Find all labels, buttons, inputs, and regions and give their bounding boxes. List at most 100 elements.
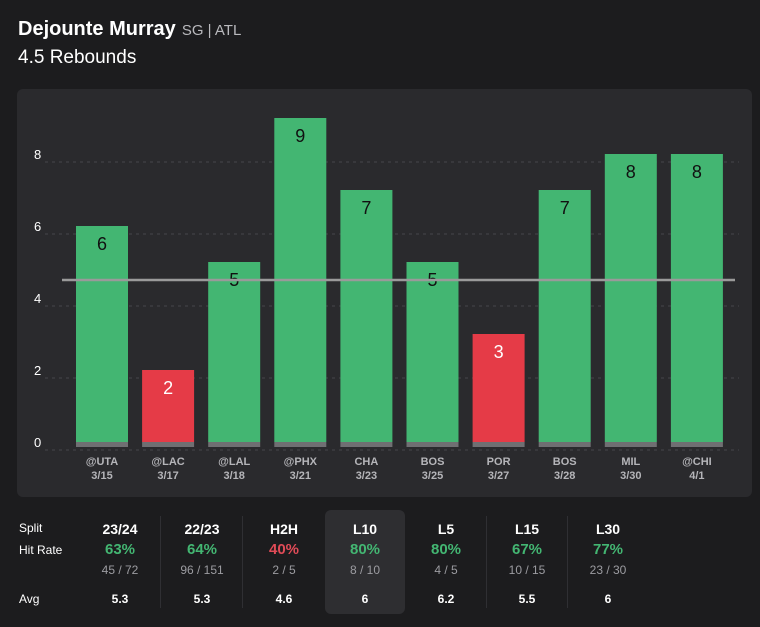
hit-rate-percent: 67% <box>511 541 543 558</box>
y-tick-label: 2 <box>34 363 41 378</box>
column-divider <box>160 516 161 608</box>
average-value: 5.5 <box>518 592 536 606</box>
split-header: 22/23 <box>184 521 220 537</box>
hit-rate-percent: 63% <box>104 541 136 558</box>
bar <box>670 154 723 442</box>
header: Dejounte Murray SG | ATL 4.5 Rebounds <box>18 18 241 69</box>
bar-base <box>538 442 591 447</box>
bar-value-label: 3 <box>494 342 504 362</box>
avg-label: Avg <box>19 592 40 606</box>
hit-rate-percent: 64% <box>186 541 218 558</box>
y-tick-label: 4 <box>34 291 41 306</box>
stat-column-23-24[interactable]: 23/24 63% 45 / 72 5.3 <box>80 510 161 614</box>
stat-column-l30[interactable]: L30 77% 23 / 30 6 <box>568 510 648 614</box>
hit-rate-fraction: 2 / 5 <box>272 563 296 577</box>
hit-rate-percent: 40% <box>268 541 300 558</box>
column-divider <box>567 516 568 608</box>
x-tick-opponent: @PHX <box>284 456 318 468</box>
bar-base <box>604 442 657 447</box>
bar-base <box>208 442 261 447</box>
average-value: 6 <box>361 592 369 606</box>
hit-rate-percent: 80% <box>349 541 381 558</box>
average-value: 5.3 <box>111 592 129 606</box>
bar-base <box>472 442 525 447</box>
x-tick-date: 3/15 <box>91 470 112 482</box>
player-name: Dejounte Murray <box>18 18 176 40</box>
x-tick-opponent: @CHI <box>682 456 712 468</box>
bar <box>340 190 393 442</box>
x-tick-date: 3/17 <box>157 470 178 482</box>
x-tick-date: 3/18 <box>223 470 244 482</box>
y-tick-label: 6 <box>34 219 41 234</box>
bar <box>76 226 128 442</box>
x-tick-opponent: BOS <box>553 456 577 468</box>
prop-line: 4.5 Rebounds <box>18 47 137 68</box>
hit-rate-fraction: 4 / 5 <box>434 563 458 577</box>
bar <box>406 262 459 442</box>
split-header: 23/24 <box>102 521 138 537</box>
stat-column-l5[interactable]: L5 80% 4 / 5 6.2 <box>406 510 487 614</box>
x-tick-date: 3/23 <box>356 470 377 482</box>
x-tick-date: 3/28 <box>554 470 575 482</box>
bar-value-label: 7 <box>560 198 570 218</box>
bar-value-label: 8 <box>692 162 702 182</box>
x-tick-opponent: @LAL <box>218 456 250 468</box>
column-divider <box>486 516 487 608</box>
bar-value-label: 9 <box>295 126 305 146</box>
stats-table: Split Hit Rate Avg 23/24 63% 45 / 72 5.3 22/… <box>0 510 760 614</box>
bar-base <box>340 442 393 447</box>
hit-rate-fraction: 8 / 10 <box>349 563 381 577</box>
stat-column-l15[interactable]: L15 67% 10 / 15 5.5 <box>487 510 568 614</box>
split-header: L15 <box>514 521 540 537</box>
hit-rate-fraction: 23 / 30 <box>589 563 627 577</box>
bar <box>538 190 591 442</box>
bar-value-label: 7 <box>361 198 371 218</box>
average-value: 6 <box>604 592 612 606</box>
y-tick-label: 8 <box>34 147 41 162</box>
y-tick-label: 0 <box>34 435 41 450</box>
split-header: L10 <box>352 521 378 537</box>
x-tick-opponent: MIL <box>621 456 640 468</box>
chart-panel: 0 2 4 6 8 6 @UTA 3/15 2 @LAC 3/17 5 @LAL 3/18 9 @PHX 3/2… <box>17 89 752 497</box>
x-tick-opponent: POR <box>487 456 511 468</box>
hit-rate-percent: 80% <box>430 541 462 558</box>
x-tick-opponent: @UTA <box>86 456 119 468</box>
split-header: L30 <box>595 521 621 537</box>
bar-value-label: 8 <box>626 162 636 182</box>
hit-rate-fraction: 45 / 72 <box>101 563 139 577</box>
bar-base <box>670 442 723 447</box>
stat-column-l10[interactable]: L10 80% 8 / 10 6 <box>325 510 405 614</box>
x-tick-opponent: BOS <box>421 456 445 468</box>
x-tick-date: 3/25 <box>422 470 443 482</box>
hit-rate-label: Hit Rate <box>19 543 63 557</box>
bar-base <box>76 442 128 447</box>
average-value: 5.3 <box>193 592 211 606</box>
bar <box>472 334 525 442</box>
bar <box>142 370 195 442</box>
bar <box>604 154 657 442</box>
bar-base <box>142 442 195 447</box>
split-header: L5 <box>437 521 455 537</box>
rebounds-bar-chart: 024686@UTA3/152@LAC3/175@LAL3/189@PHX3/2… <box>34 118 739 482</box>
hit-rate-percent: 77% <box>592 541 624 558</box>
average-value: 4.6 <box>275 592 293 606</box>
x-tick-opponent: @LAC <box>151 456 184 468</box>
bar-base <box>274 442 327 447</box>
column-divider <box>242 516 243 608</box>
player-position-team: SG | ATL <box>181 22 242 39</box>
bar-value-label: 6 <box>97 234 107 254</box>
bar-base <box>406 442 459 447</box>
average-value: 6.2 <box>437 592 455 606</box>
split-header: H2H <box>269 521 298 537</box>
x-tick-date: 3/27 <box>488 470 509 482</box>
x-tick-opponent: CHA <box>354 456 378 468</box>
x-tick-date: 4/1 <box>689 470 704 482</box>
split-label: Split <box>19 521 43 535</box>
player-title: Dejounte Murray SG | ATL <box>18 18 241 41</box>
hit-rate-fraction: 96 / 151 <box>180 563 224 577</box>
bar-value-label: 2 <box>163 378 173 398</box>
x-tick-date: 3/21 <box>290 470 311 482</box>
stat-column-h2h[interactable]: H2H 40% 2 / 5 4.6 <box>244 510 324 614</box>
x-tick-date: 3/30 <box>620 470 641 482</box>
stat-column-22-23[interactable]: 22/23 64% 96 / 151 5.3 <box>162 510 243 614</box>
